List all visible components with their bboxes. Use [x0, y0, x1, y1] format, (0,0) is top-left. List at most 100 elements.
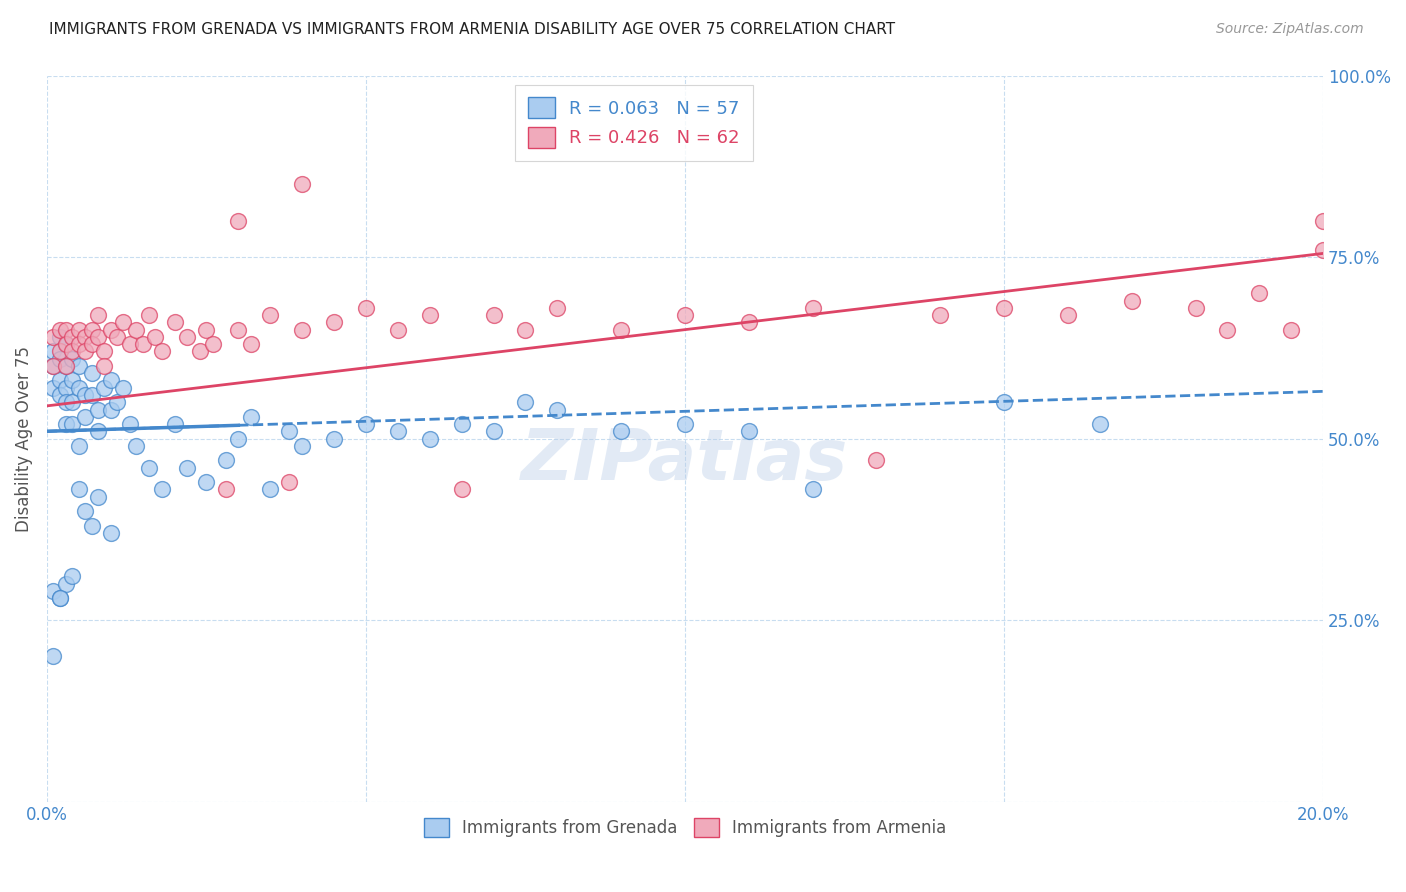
Point — [673, 308, 696, 322]
Point — [80, 337, 103, 351]
Point — [80, 366, 103, 380]
Point — [75, 344, 97, 359]
Point — [48, 351, 70, 366]
Point — [201, 337, 224, 351]
Point — [546, 402, 568, 417]
Point — [1184, 301, 1206, 315]
Point — [80, 518, 103, 533]
Point — [55, 337, 77, 351]
Point — [93, 359, 115, 373]
Point — [100, 374, 122, 388]
Point — [145, 330, 167, 344]
Point — [80, 388, 103, 402]
Point — [354, 301, 377, 315]
Point — [62, 395, 84, 409]
Point — [138, 460, 160, 475]
Point — [62, 330, 84, 344]
Point — [105, 330, 128, 344]
Point — [610, 425, 633, 439]
Point — [118, 417, 141, 431]
Point — [176, 460, 198, 475]
Point — [42, 359, 65, 373]
Point — [673, 417, 696, 431]
Point — [62, 417, 84, 431]
Point — [515, 395, 537, 409]
Point — [48, 330, 70, 344]
Point — [100, 323, 122, 337]
Point — [75, 409, 97, 424]
Point — [929, 308, 952, 322]
Point — [62, 374, 84, 388]
Point — [240, 337, 263, 351]
Point — [291, 178, 314, 192]
Point — [75, 504, 97, 518]
Point — [450, 483, 472, 497]
Point — [738, 425, 761, 439]
Point — [515, 323, 537, 337]
Point — [55, 337, 77, 351]
Point — [87, 330, 110, 344]
Point — [55, 417, 77, 431]
Point — [48, 591, 70, 606]
Point — [67, 337, 90, 351]
Point — [228, 323, 250, 337]
Point — [55, 395, 77, 409]
Text: ZIPatlas: ZIPatlas — [522, 425, 849, 495]
Point — [259, 308, 281, 322]
Point — [419, 432, 441, 446]
Point — [42, 344, 65, 359]
Point — [67, 359, 90, 373]
Point — [163, 315, 186, 329]
Point — [42, 584, 65, 599]
Point — [546, 301, 568, 315]
Point — [801, 483, 824, 497]
Text: Source: ZipAtlas.com: Source: ZipAtlas.com — [1216, 22, 1364, 37]
Legend: Immigrants from Grenada, Immigrants from Armenia: Immigrants from Grenada, Immigrants from… — [416, 812, 953, 844]
Point — [131, 337, 153, 351]
Point — [105, 395, 128, 409]
Point — [112, 315, 135, 329]
Point — [1216, 323, 1239, 337]
Point — [150, 344, 173, 359]
Point — [55, 381, 77, 395]
Text: IMMIGRANTS FROM GRENADA VS IMMIGRANTS FROM ARMENIA DISABILITY AGE OVER 75 CORREL: IMMIGRANTS FROM GRENADA VS IMMIGRANTS FR… — [49, 22, 896, 37]
Point — [1312, 243, 1334, 257]
Point — [67, 483, 90, 497]
Point — [118, 337, 141, 351]
Point — [112, 381, 135, 395]
Point — [75, 330, 97, 344]
Point — [62, 344, 84, 359]
Point — [42, 359, 65, 373]
Point — [150, 483, 173, 497]
Point — [100, 525, 122, 540]
Point — [48, 388, 70, 402]
Point — [323, 432, 346, 446]
Point — [125, 439, 148, 453]
Point — [214, 483, 236, 497]
Point — [55, 323, 77, 337]
Point — [1312, 213, 1334, 227]
Point — [419, 308, 441, 322]
Point — [228, 432, 250, 446]
Point — [48, 591, 70, 606]
Point — [1088, 417, 1111, 431]
Point — [67, 381, 90, 395]
Y-axis label: Disability Age Over 75: Disability Age Over 75 — [15, 345, 32, 532]
Point — [42, 381, 65, 395]
Point — [62, 351, 84, 366]
Point — [323, 315, 346, 329]
Point — [195, 475, 218, 489]
Point — [48, 344, 70, 359]
Point — [610, 323, 633, 337]
Point — [278, 425, 301, 439]
Point — [387, 425, 409, 439]
Point — [87, 490, 110, 504]
Point — [1121, 293, 1143, 308]
Point — [125, 323, 148, 337]
Point — [1249, 286, 1271, 301]
Point — [291, 323, 314, 337]
Point — [1057, 308, 1080, 322]
Point — [87, 425, 110, 439]
Point — [259, 483, 281, 497]
Point — [188, 344, 211, 359]
